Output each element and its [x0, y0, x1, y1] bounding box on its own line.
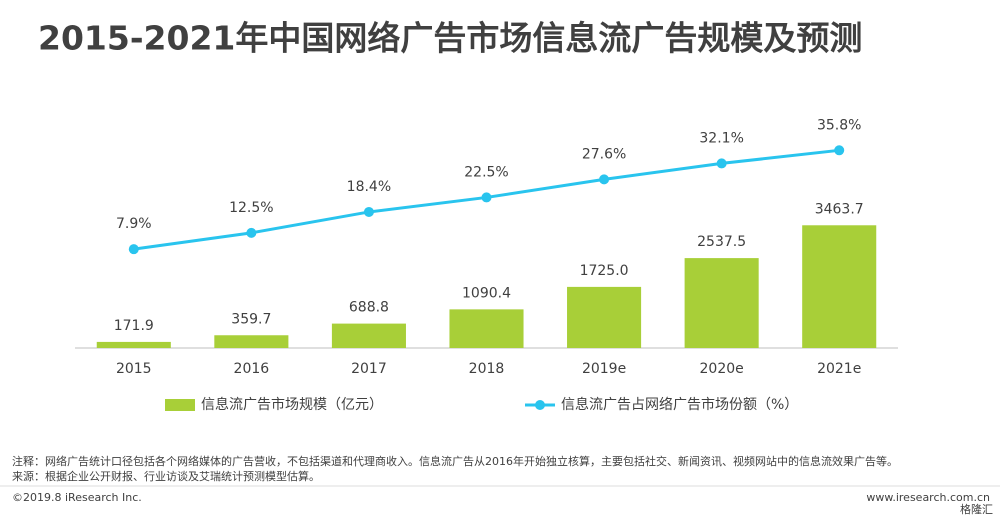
- bar: [684, 258, 759, 348]
- x-tick-label: 2016: [234, 361, 270, 377]
- point: [481, 192, 492, 203]
- data-label: 12.5%: [229, 200, 273, 216]
- legend-swatch: [535, 400, 545, 410]
- point: [246, 227, 257, 238]
- point: [363, 206, 374, 217]
- point: [716, 158, 727, 169]
- x-tick-label: 2019e: [582, 361, 626, 377]
- watermark: 格隆汇: [960, 502, 993, 516]
- copyright: ©2019.8 iResearch Inc.: [12, 491, 142, 504]
- source: 来源：根据企业公开财报、行业访谈及艾瑞统计预测模型估算。: [12, 469, 320, 483]
- data-label: 18.4%: [347, 179, 391, 195]
- x-tick-label: 2018: [469, 361, 505, 377]
- point: [128, 244, 139, 255]
- data-label: 3463.7: [815, 201, 864, 217]
- bar: [214, 335, 289, 348]
- bar: [449, 309, 524, 348]
- bar: [802, 225, 877, 348]
- data-label: 1090.4: [462, 285, 511, 301]
- point: [834, 145, 845, 156]
- data-label: 171.9: [114, 318, 154, 334]
- x-tick-label: 2020e: [700, 361, 744, 377]
- data-label: 22.5%: [464, 164, 508, 180]
- data-label: 32.1%: [699, 130, 743, 146]
- data-label: 35.8%: [817, 117, 861, 133]
- data-label: 7.9%: [116, 216, 152, 232]
- bar: [331, 323, 406, 348]
- data-label: 2537.5: [697, 234, 746, 250]
- website: www.iresearch.com.cn: [866, 491, 990, 504]
- data-label: 27.6%: [582, 146, 626, 162]
- legend-label: 信息流广告占网络广告市场份额（%）: [561, 396, 798, 413]
- point: [599, 174, 610, 185]
- bar: [96, 341, 171, 348]
- x-tick-label: 2017: [351, 361, 387, 377]
- chart-title: 2015-2021年中国网络广告市场信息流广告规模及预测: [38, 19, 862, 58]
- note: 注释：网络广告统计口径包括各个网络媒体的广告营收，不包括渠道和代理商收入。信息流…: [12, 454, 898, 468]
- x-tick-label: 2021e: [817, 361, 861, 377]
- data-label: 1725.0: [580, 263, 629, 279]
- legend-swatch: [165, 399, 195, 411]
- x-tick-label: 2015: [116, 361, 152, 377]
- data-label: 688.8: [349, 300, 389, 316]
- bar: [567, 286, 642, 348]
- data-label: 359.7: [231, 311, 271, 327]
- legend-label: 信息流广告市场规模（亿元）: [201, 396, 383, 413]
